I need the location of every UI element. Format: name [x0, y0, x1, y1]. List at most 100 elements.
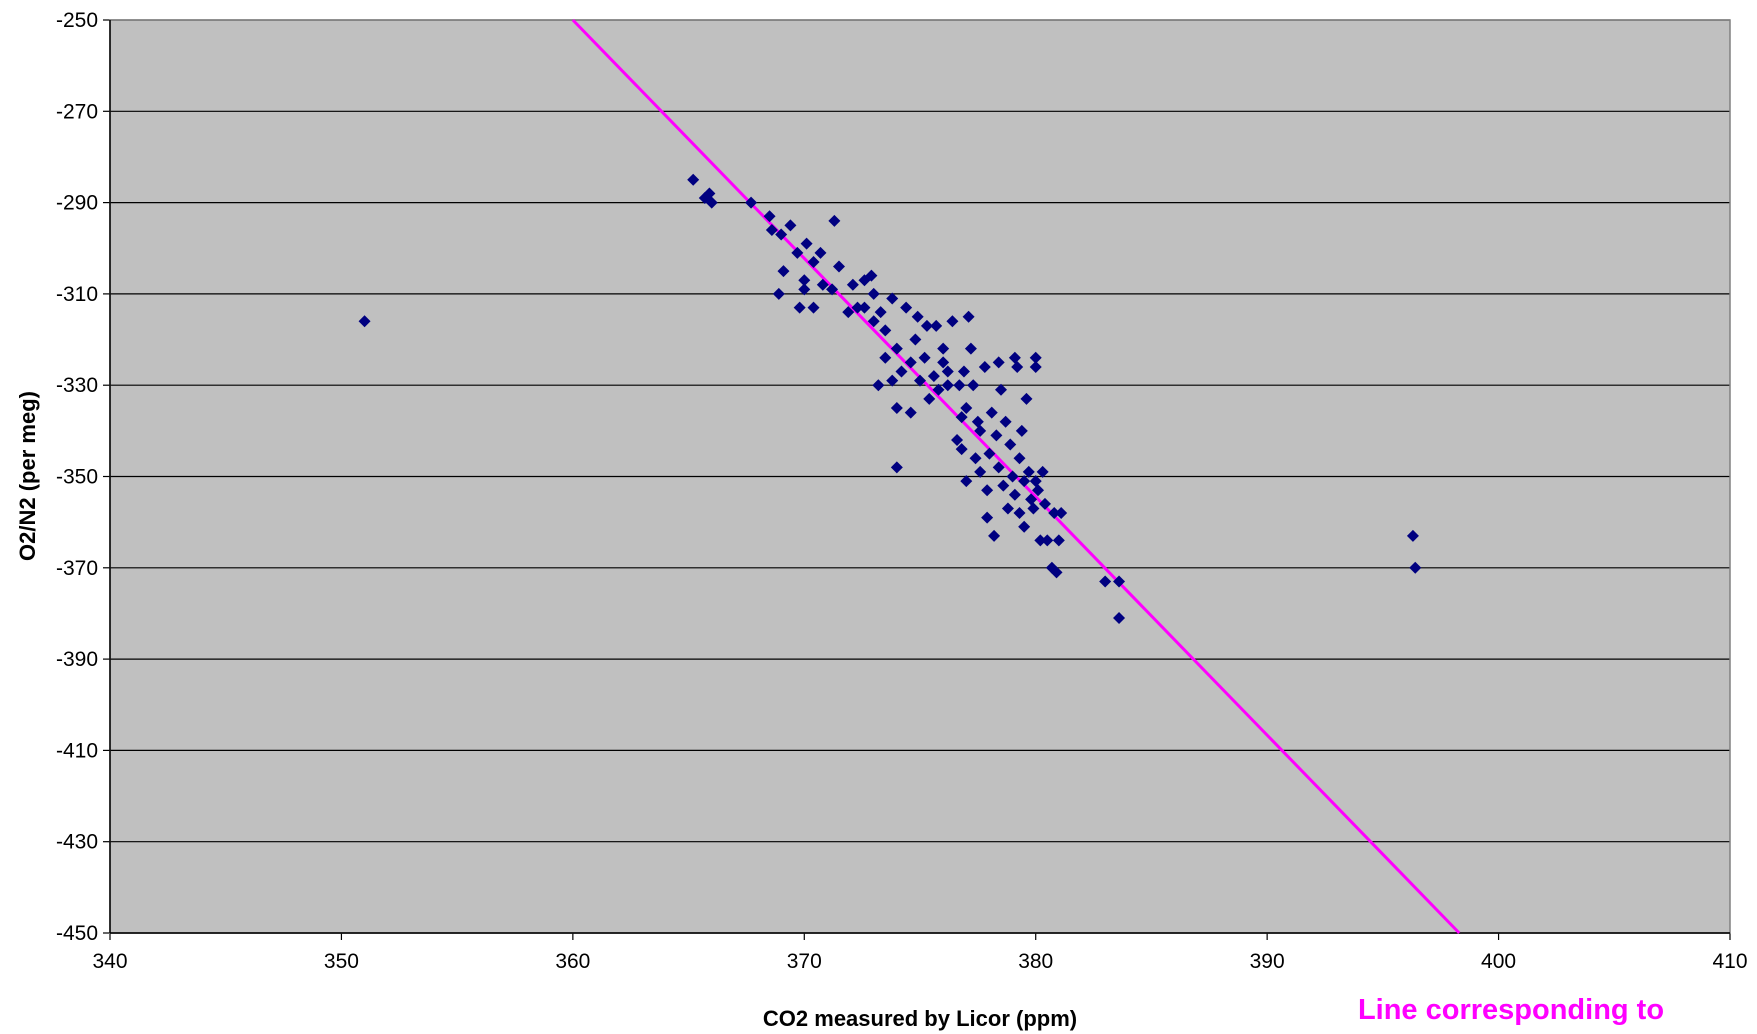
x-tick-label: 410 — [1712, 950, 1747, 973]
data-point — [807, 301, 820, 314]
data-point — [992, 461, 1005, 474]
data-point — [1011, 360, 1024, 373]
data-point — [858, 301, 871, 314]
x-axis-title: CO2 measured by Licor (ppm) — [763, 1006, 1077, 1031]
data-point — [1055, 507, 1068, 520]
data-point — [1018, 475, 1031, 488]
data-point — [941, 365, 954, 378]
data-point — [687, 173, 700, 186]
data-point — [828, 214, 841, 227]
data-point — [1038, 497, 1051, 510]
data-point — [1001, 502, 1014, 515]
data-point — [826, 283, 839, 296]
data-point — [981, 511, 994, 524]
data-point — [909, 333, 922, 346]
data-point — [1034, 534, 1047, 547]
x-tick-label: 340 — [92, 950, 127, 973]
data-point — [997, 479, 1010, 492]
data-point — [904, 356, 917, 369]
data-point — [814, 246, 827, 259]
data-point — [1008, 351, 1021, 364]
data-point — [793, 301, 806, 314]
data-point — [1008, 488, 1021, 501]
data-point — [918, 351, 931, 364]
data-point — [874, 306, 887, 319]
x-tick-label: 400 — [1481, 950, 1516, 973]
data-point — [1113, 575, 1126, 588]
data-point — [1015, 424, 1028, 437]
data-point — [941, 379, 954, 392]
x-tick-label: 380 — [1018, 950, 1053, 973]
data-point — [851, 301, 864, 314]
data-point — [1029, 351, 1042, 364]
y-tick-label: -390 — [56, 648, 98, 671]
data-point — [923, 392, 936, 405]
y-tick-label: -270 — [56, 100, 98, 123]
data-point — [992, 356, 1005, 369]
data-point — [971, 415, 984, 428]
data-point — [791, 246, 804, 259]
data-point — [1004, 438, 1017, 451]
y-tick-label: -450 — [56, 922, 98, 945]
data-point — [927, 370, 940, 383]
data-point — [1027, 502, 1040, 515]
data-point — [932, 383, 945, 396]
data-point — [974, 424, 987, 437]
data-point — [985, 406, 998, 419]
data-point — [969, 452, 982, 465]
data-point — [914, 374, 926, 387]
data-point — [879, 351, 892, 364]
data-point — [981, 484, 994, 497]
data-point — [807, 255, 820, 268]
data-point — [1006, 470, 1019, 483]
data-point — [763, 210, 776, 223]
data-point — [842, 306, 855, 319]
data-point — [988, 529, 1001, 542]
data-point — [879, 324, 892, 337]
y-tick-label: -430 — [56, 831, 98, 854]
data-point — [1022, 465, 1035, 478]
data-point — [920, 319, 933, 332]
x-tick-label: 350 — [324, 950, 359, 973]
axes: -250 -270 -290 -310 -330 -350 -370 -390 -410 -430… — [56, 9, 1748, 973]
data-point — [800, 237, 813, 250]
data-point — [1025, 493, 1038, 506]
data-point — [1013, 452, 1026, 465]
data-point — [775, 228, 788, 241]
data-point — [1036, 465, 1049, 478]
data-point — [964, 342, 977, 355]
data-point — [890, 461, 903, 474]
data-point — [1020, 392, 1033, 405]
y-tick-label: -410 — [56, 739, 98, 762]
y-tick-label: -370 — [56, 557, 98, 580]
data-point — [872, 379, 885, 392]
y-tick-label: -330 — [56, 374, 98, 397]
data-point — [886, 374, 899, 387]
x-tick-label: 360 — [555, 950, 590, 973]
data-point — [946, 315, 959, 328]
data-point — [890, 342, 903, 355]
data-point — [358, 315, 371, 328]
data-point — [833, 260, 845, 273]
data-point — [995, 383, 1007, 396]
data-point — [955, 443, 968, 456]
data-point — [846, 278, 859, 291]
data-point — [798, 283, 811, 296]
data-point — [930, 319, 943, 332]
data-point — [957, 365, 970, 378]
data-point — [1032, 484, 1045, 497]
data-point — [1041, 534, 1054, 547]
data-point — [999, 415, 1012, 428]
data-point — [886, 292, 899, 305]
data-point — [900, 301, 913, 314]
data-point — [705, 196, 718, 209]
data-point — [1048, 507, 1061, 520]
data-point — [765, 223, 778, 236]
data-point — [978, 360, 991, 373]
data-point — [904, 406, 917, 419]
data-point — [1018, 520, 1031, 533]
data-point — [1099, 575, 1112, 588]
data-point — [960, 475, 973, 488]
y-tick-label: -310 — [56, 283, 98, 306]
data-point — [784, 219, 797, 232]
